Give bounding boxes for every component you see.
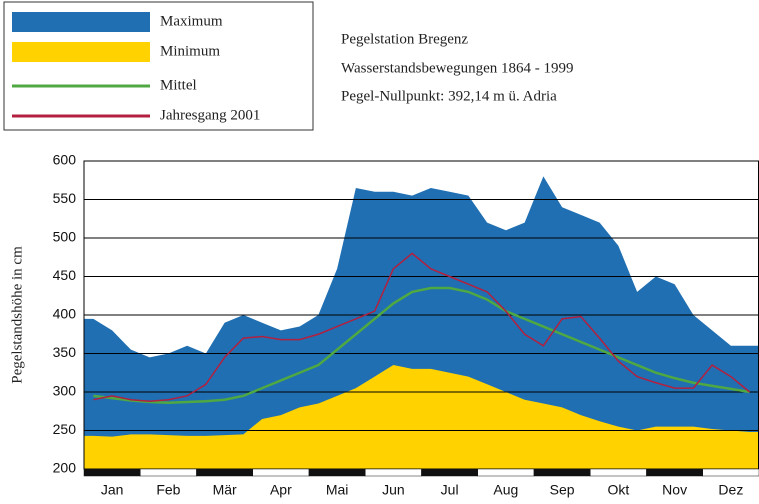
month-band [646,468,703,477]
month-band [365,468,422,477]
y-tick-label: 400 [53,306,77,322]
chart-title: Pegelstation Bregenz [341,31,468,47]
x-tick-label: Sep [550,482,575,498]
month-band [421,468,478,477]
y-tick-label: 600 [53,152,77,168]
y-tick-label: 500 [53,229,77,245]
x-tick-label: Aug [493,482,518,498]
x-tick-label: Jul [441,482,459,498]
chart-subtitle: Pegel-Nullpunkt: 392,14 m ü. Adria [341,88,557,104]
legend-swatch [12,42,150,62]
legend-box [3,1,314,131]
legend-label: Maximum [160,13,223,29]
legend-label: Mittel [160,77,197,93]
month-band [590,468,647,477]
month-band [196,468,253,477]
month-band [308,468,366,477]
x-tick-label: Mai [326,482,349,498]
y-tick-label: 550 [53,190,77,206]
area [84,176,759,469]
month-band [252,468,310,477]
legend-label: Jahresgang 2001 [160,107,260,123]
x-tick-label: Feb [156,482,180,498]
y-tick-label: 300 [53,383,77,399]
month-band [702,468,759,477]
month-band [533,468,591,477]
x-tick-label: Apr [270,482,292,498]
y-axis-label: Pegelstandshöhe in cm [9,246,25,384]
month-band [83,468,141,477]
y-tick-label: 350 [53,344,77,360]
line [93,286,750,405]
x-tick-label: Jun [382,482,405,498]
x-tick-label: Jan [101,482,124,498]
y-tick-label: 200 [53,460,77,476]
area [84,365,759,469]
x-tick-label: Okt [607,482,629,498]
x-tick-label: Mär [213,482,237,498]
chart-subtitle: Wasserstandsbewegungen 1864 - 1999 [341,60,574,76]
month-band [140,468,197,477]
y-tick-label: 450 [53,267,77,283]
line [93,252,751,402]
month-band [477,468,535,477]
legend-swatch [12,12,150,32]
x-tick-label: Dez [718,482,743,498]
y-tick-label: 250 [53,421,77,437]
legend-label: Minimum [160,43,220,59]
x-tick-label: Nov [662,482,687,498]
